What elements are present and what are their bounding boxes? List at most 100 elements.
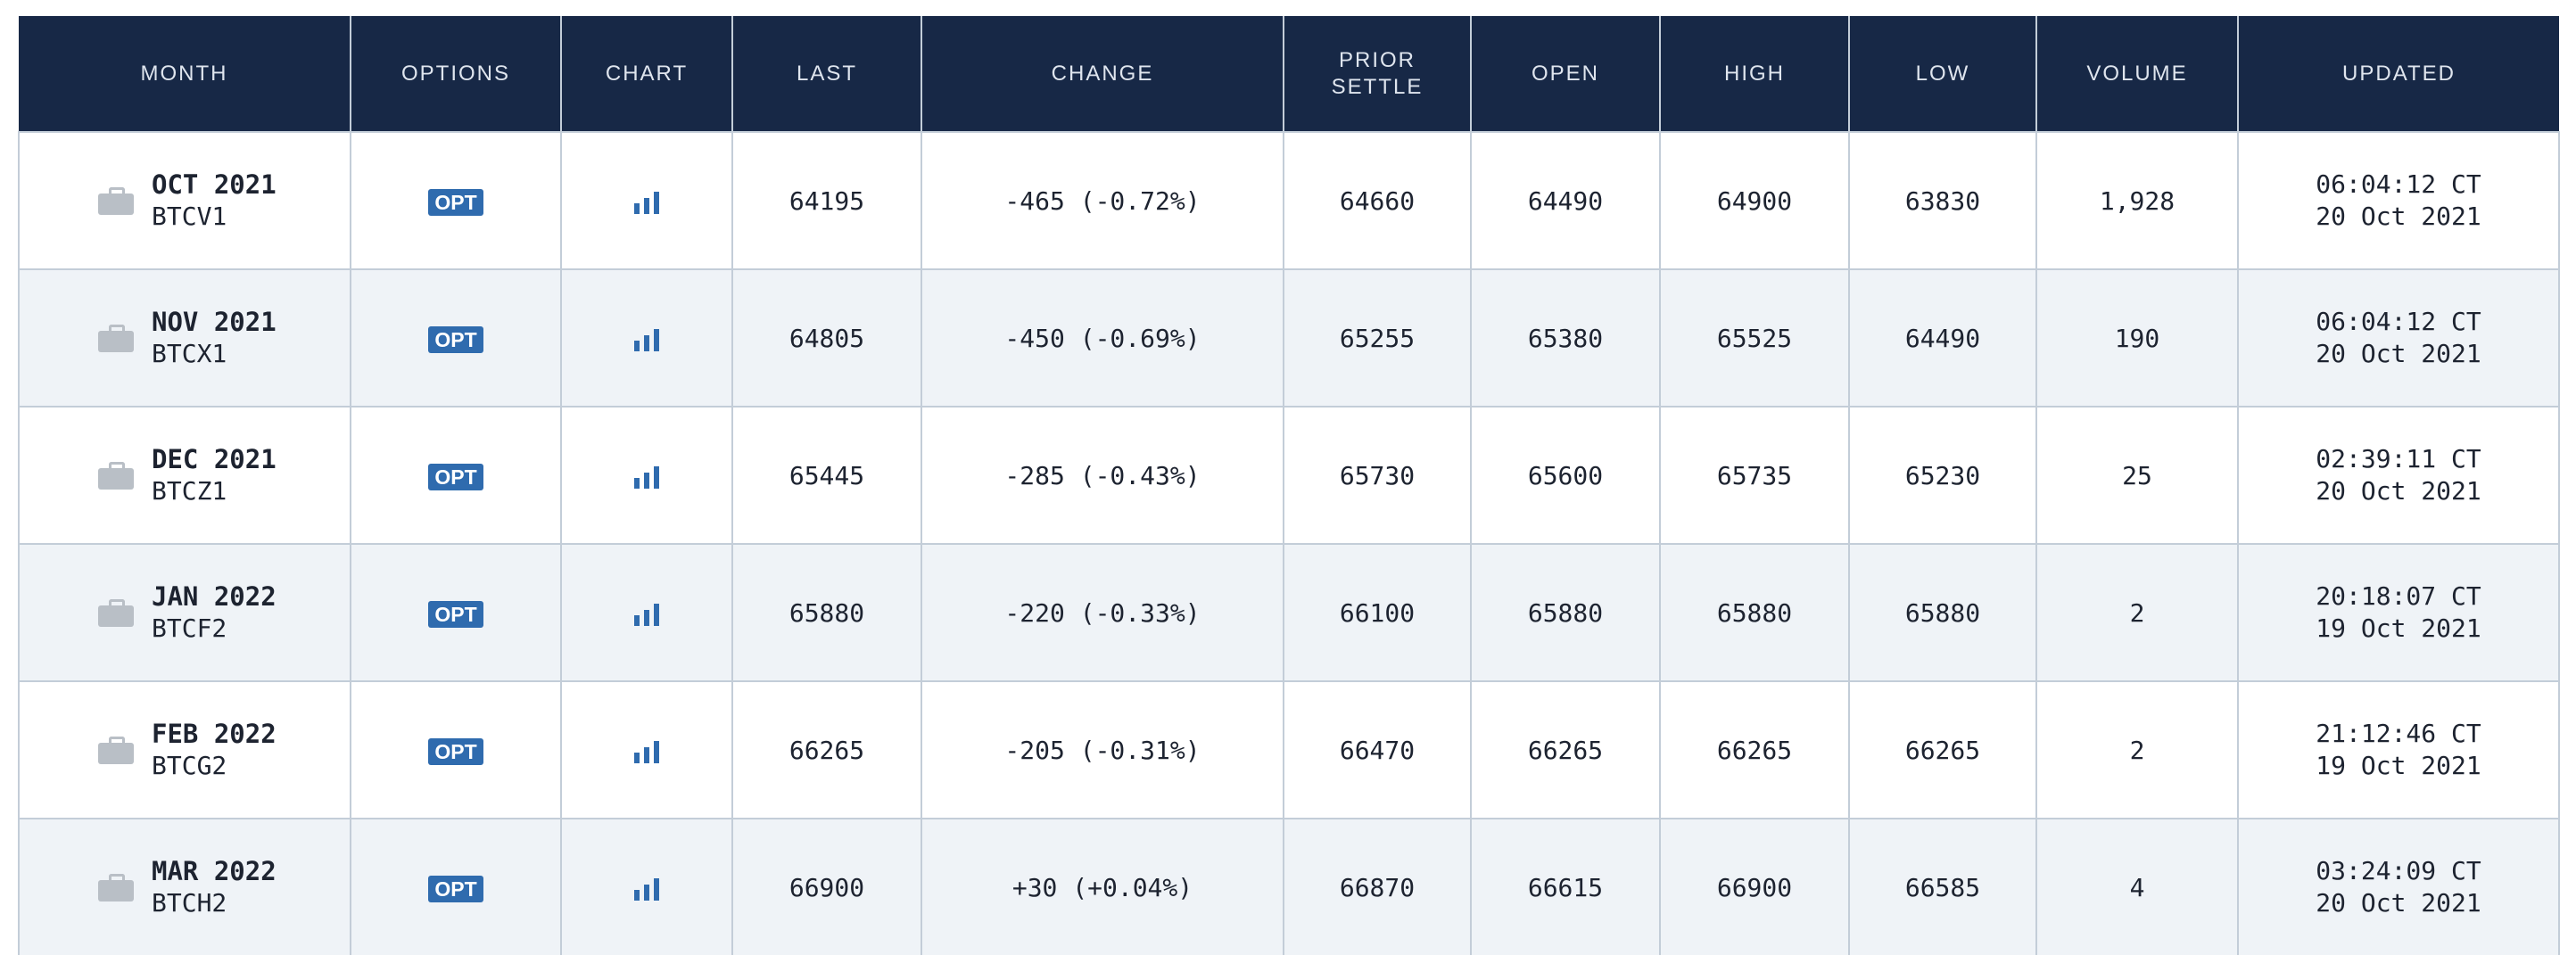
contract-month[interactable]: FEB 2022	[152, 719, 277, 749]
volume: 1,928	[2035, 131, 2238, 269]
low-price: 65880	[1848, 543, 2036, 681]
open-price: 64490	[1470, 131, 1660, 269]
volume: 25	[2035, 406, 2238, 544]
options-button[interactable]: OPT	[428, 463, 483, 490]
bar-chart-icon[interactable]	[633, 191, 660, 214]
high-price: 65735	[1659, 406, 1849, 544]
briefcase-icon[interactable]	[98, 599, 134, 627]
contract-code: BTCG2	[152, 751, 227, 780]
bar-chart-icon[interactable]	[633, 603, 660, 626]
updated-date: 19 Oct 2021	[2316, 751, 2481, 780]
contract-code: BTCX1	[152, 339, 227, 368]
contract-month[interactable]: MAR 2022	[152, 856, 277, 886]
month-cell: NOV 2021 BTCX1	[18, 268, 351, 407]
updated-time: 06:04:12 CT	[2316, 169, 2481, 199]
high-price: 65880	[1659, 543, 1849, 681]
chart-cell	[560, 680, 732, 819]
updated-time: 20:18:07 CT	[2316, 581, 2481, 611]
options-button[interactable]: OPT	[428, 875, 483, 902]
table-row: OCT 2021 BTCV1 OPT 64195 -465 (-0.72%) 6…	[18, 131, 2560, 269]
last-price: 64195	[731, 131, 921, 269]
options-button[interactable]: OPT	[428, 737, 483, 765]
contract-code: BTCV1	[152, 202, 227, 231]
open-price: 65880	[1470, 543, 1660, 681]
contract-code: BTCF2	[152, 613, 227, 643]
column-header-options[interactable]: OPTIONS	[350, 16, 561, 132]
last-price: 64805	[731, 268, 921, 407]
options-cell: OPT	[350, 131, 561, 269]
updated-time: 03:24:09 CT	[2316, 856, 2481, 885]
briefcase-icon[interactable]	[98, 462, 134, 490]
contract-month[interactable]: OCT 2021	[152, 169, 277, 200]
updated-time: 02:39:11 CT	[2316, 444, 2481, 473]
column-header-last[interactable]: LAST	[731, 16, 921, 132]
bar-chart-icon[interactable]	[633, 740, 660, 763]
column-header-low[interactable]: LOW	[1848, 16, 2036, 132]
bar-chart-icon[interactable]	[633, 465, 660, 489]
price-change: -465 (-0.72%)	[921, 131, 1284, 269]
updated-cell: 06:04:12 CT 20 Oct 2021	[2237, 268, 2560, 407]
prior-settle: 65255	[1283, 268, 1471, 407]
chart-cell	[560, 268, 732, 407]
month-cell: MAR 2022 BTCH2	[18, 818, 351, 955]
open-price: 66615	[1470, 818, 1660, 955]
column-header-chart[interactable]: CHART	[560, 16, 732, 132]
updated-date: 20 Oct 2021	[2316, 202, 2481, 231]
bar-chart-icon[interactable]	[633, 328, 660, 351]
column-header-change[interactable]: CHANGE	[921, 16, 1284, 132]
updated-cell: 20:18:07 CT 19 Oct 2021	[2237, 543, 2560, 681]
updated-time: 21:12:46 CT	[2316, 719, 2481, 748]
briefcase-icon[interactable]	[98, 737, 134, 764]
price-change: -285 (-0.43%)	[921, 406, 1284, 544]
low-price: 64490	[1848, 268, 2036, 407]
column-header-prior-settle[interactable]: PRIOR SETTLE	[1283, 16, 1471, 132]
contract-month[interactable]: NOV 2021	[152, 307, 277, 337]
chart-cell	[560, 131, 732, 269]
volume: 2	[2035, 680, 2238, 819]
updated-date: 20 Oct 2021	[2316, 476, 2481, 506]
contract-code: BTCH2	[152, 888, 227, 918]
options-button[interactable]: OPT	[428, 325, 483, 353]
contract-month[interactable]: DEC 2021	[152, 444, 277, 474]
chart-cell	[560, 406, 732, 544]
bar-chart-icon[interactable]	[633, 877, 660, 901]
open-price: 65600	[1470, 406, 1660, 544]
column-header-updated[interactable]: UPDATED	[2237, 16, 2559, 132]
prior-settle: 65730	[1283, 406, 1471, 544]
open-price: 65380	[1470, 268, 1660, 407]
table-row: NOV 2021 BTCX1 OPT 64805 -450 (-0.69%) 6…	[18, 268, 2560, 407]
volume: 2	[2035, 543, 2238, 681]
column-header-high[interactable]: HIGH	[1659, 16, 1849, 132]
column-header-month[interactable]: MONTH	[19, 16, 351, 132]
volume: 4	[2035, 818, 2238, 955]
options-button[interactable]: OPT	[428, 188, 483, 216]
updated-cell: 02:39:11 CT 20 Oct 2021	[2237, 406, 2560, 544]
chart-cell	[560, 543, 732, 681]
header-row: MONTH OPTIONS CHART LAST CHANGE PRIOR SET…	[19, 16, 2559, 132]
column-header-volume[interactable]: VOLUME	[2035, 16, 2238, 132]
updated-cell: 21:12:46 CT 19 Oct 2021	[2237, 680, 2560, 819]
table-row: JAN 2022 BTCF2 OPT 65880 -220 (-0.33%) 6…	[18, 543, 2560, 681]
table-row: DEC 2021 BTCZ1 OPT 65445 -285 (-0.43%) 6…	[18, 406, 2560, 544]
prior-settle: 64660	[1283, 131, 1471, 269]
last-price: 65445	[731, 406, 921, 544]
high-price: 65525	[1659, 268, 1849, 407]
briefcase-icon[interactable]	[98, 325, 134, 352]
price-change: -220 (-0.33%)	[921, 543, 1284, 681]
options-button[interactable]: OPT	[428, 600, 483, 628]
options-cell: OPT	[350, 406, 561, 544]
column-header-open[interactable]: OPEN	[1470, 16, 1660, 132]
briefcase-icon[interactable]	[98, 874, 134, 901]
table-row: MAR 2022 BTCH2 OPT 66900 +30 (+0.04%) 66…	[18, 818, 2560, 955]
chart-cell	[560, 818, 732, 955]
updated-date: 19 Oct 2021	[2316, 613, 2481, 643]
updated-cell: 06:04:12 CT 20 Oct 2021	[2237, 131, 2560, 269]
high-price: 66900	[1659, 818, 1849, 955]
options-cell: OPT	[350, 268, 561, 407]
table-body: OCT 2021 BTCV1 OPT 64195 -465 (-0.72%) 6…	[18, 131, 2560, 955]
options-cell: OPT	[350, 818, 561, 955]
low-price: 65230	[1848, 406, 2036, 544]
high-price: 64900	[1659, 131, 1849, 269]
briefcase-icon[interactable]	[98, 187, 134, 215]
contract-month[interactable]: JAN 2022	[152, 581, 277, 612]
